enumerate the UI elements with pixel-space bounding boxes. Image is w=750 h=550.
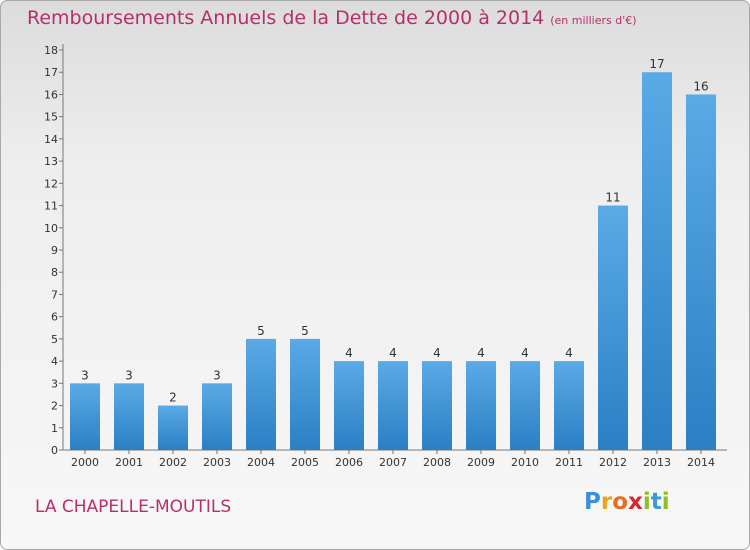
bar	[554, 361, 584, 450]
bar	[422, 361, 452, 450]
bar	[686, 94, 716, 450]
x-tick-label: 2014	[687, 456, 715, 469]
y-tick-label: 12	[44, 177, 58, 190]
logo-letter: P	[584, 489, 601, 515]
bar	[598, 205, 628, 450]
data-label: 4	[477, 346, 485, 360]
y-tick-label: 0	[51, 444, 58, 457]
data-label: 4	[521, 346, 529, 360]
y-tick-label: 17	[44, 66, 58, 79]
bar	[246, 338, 276, 450]
y-tick-label: 4	[51, 355, 58, 368]
bars-group	[70, 72, 716, 450]
bar	[378, 361, 408, 450]
x-tick-label: 2010	[511, 456, 539, 469]
x-tick-label: 2002	[159, 456, 187, 469]
y-tick-label: 2	[51, 400, 58, 413]
data-label: 5	[301, 324, 309, 338]
proxiti-logo: Proxiti	[584, 489, 670, 515]
x-tick-label: 2007	[379, 456, 407, 469]
bar	[70, 383, 100, 450]
bar	[642, 72, 672, 450]
x-tick-label: 2008	[423, 456, 451, 469]
data-label: 4	[345, 346, 353, 360]
y-tick-label: 13	[44, 155, 58, 168]
y-tick-label: 16	[44, 88, 58, 101]
logo-letter: t	[650, 489, 662, 515]
x-tick-label: 2001	[115, 456, 143, 469]
y-tick-label: 3	[51, 377, 58, 390]
x-tick-label: 2004	[247, 456, 275, 469]
bar	[202, 383, 232, 450]
labels-group: 3 2000 3 2001 2 2002 3 2003 5 2004 5 2005 4 2006 4 2007…	[71, 57, 715, 469]
logo-letter: o	[612, 489, 629, 515]
x-tick-label: 2005	[291, 456, 319, 469]
y-tick-label: 9	[51, 244, 58, 257]
y-tick-label: 15	[44, 111, 58, 124]
y-tick-label: 14	[44, 133, 58, 146]
data-label: 3	[81, 368, 89, 382]
data-label: 4	[389, 346, 397, 360]
data-label: 3	[213, 368, 221, 382]
data-label: 2	[169, 391, 177, 405]
data-label: 11	[605, 191, 620, 205]
logo-letter: r	[600, 489, 613, 515]
x-tick-label: 2003	[203, 456, 231, 469]
x-tick-label: 2006	[335, 456, 363, 469]
y-tick-label: 1	[51, 422, 58, 435]
y-tick-label: 8	[51, 266, 58, 279]
chart-title-text: Remboursements Annuels de la Dette de 20…	[27, 7, 545, 29]
logo-letter: x	[628, 489, 643, 515]
y-tick-label: 7	[51, 288, 58, 301]
y-tick-label: 10	[44, 222, 58, 235]
x-tick-label: 2011	[555, 456, 583, 469]
chart-unit: (en milliers d'€)	[550, 14, 637, 27]
x-tick-label: 2012	[599, 456, 627, 469]
x-tick-label: 2013	[643, 456, 671, 469]
data-label: 16	[693, 79, 708, 93]
x-tick-label: 2000	[71, 456, 99, 469]
y-tick-label: 5	[51, 333, 58, 346]
data-label: 5	[257, 324, 265, 338]
bar	[334, 361, 364, 450]
bar	[290, 338, 320, 450]
y-tick-label: 11	[44, 200, 58, 213]
logo-letter: i	[642, 489, 651, 515]
data-label: 3	[125, 368, 133, 382]
bar	[114, 383, 144, 450]
chart-title: Remboursements Annuels de la Dette de 20…	[27, 7, 637, 29]
bar	[510, 361, 540, 450]
y-tick-label: 18	[44, 44, 58, 57]
commune-name: LA CHAPELLE-MOUTILS	[35, 497, 232, 517]
y-tick-label: 6	[51, 311, 58, 324]
bar	[466, 361, 496, 450]
x-tick-label: 2009	[467, 456, 495, 469]
data-label: 17	[649, 57, 664, 71]
data-label: 4	[433, 346, 441, 360]
bar	[158, 405, 188, 450]
logo-letter: i	[661, 489, 670, 515]
data-label: 4	[565, 346, 573, 360]
